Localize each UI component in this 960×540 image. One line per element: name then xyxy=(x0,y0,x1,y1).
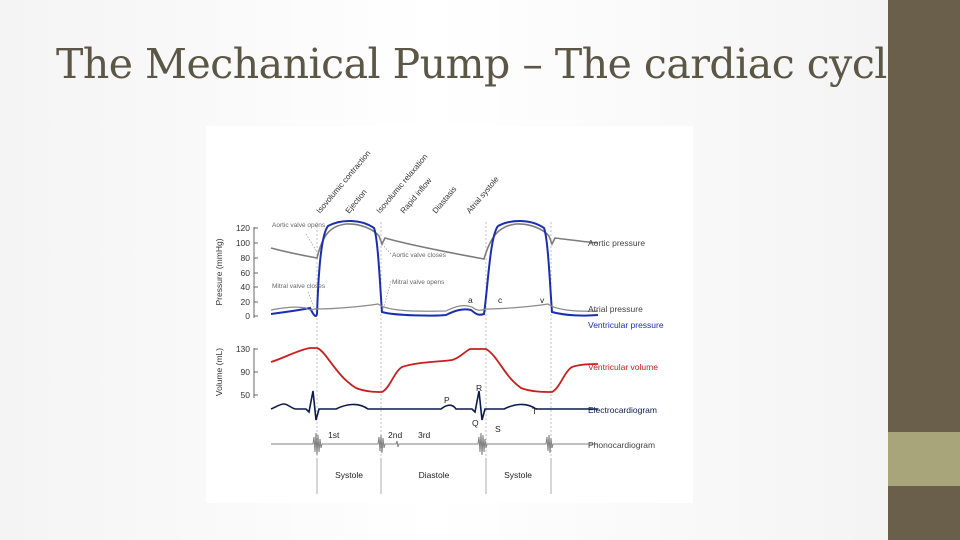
atrial-wave-a: a xyxy=(468,295,473,305)
label-ventricular-volume: Ventricular volume xyxy=(588,362,658,372)
volume-tick-90: 90 xyxy=(241,367,251,377)
mitral-valve-closes-label: Mitral valve closes xyxy=(272,283,326,290)
phase-ejection: Ejection xyxy=(344,188,369,216)
period-systole-2: Systole xyxy=(504,470,532,480)
period-systole-1: Systole xyxy=(335,470,363,480)
pressure-tick-20: 20 xyxy=(241,297,251,307)
phase-diastasis: Diastasis xyxy=(431,185,459,216)
volume-axis-label: Volume (mL) xyxy=(214,348,224,396)
side-accent-block xyxy=(888,432,960,486)
ecg-label-t: T xyxy=(532,406,537,416)
volume-axis: 130 90 50 Volume (mL) xyxy=(214,344,258,400)
atrial-wave-v: v xyxy=(540,295,545,305)
aortic-pressure-curve xyxy=(270,223,599,260)
heart-sound-1st: 1st xyxy=(328,430,340,440)
pressure-axis: 120 100 80 60 40 20 0 Pressure (mmHg) xyxy=(214,223,258,321)
heart-sound-3rd: 3rd xyxy=(418,430,431,440)
volume-tick-130: 130 xyxy=(236,344,250,354)
pressure-tick-120: 120 xyxy=(236,223,250,233)
atrial-pressure-curve xyxy=(270,303,599,312)
heart-sound-2nd: 2nd xyxy=(388,430,402,440)
atrial-wave-c: c xyxy=(498,295,503,305)
ecg-label-r: R xyxy=(476,383,482,393)
mitral-valve-opens-label: Mitral valve opens xyxy=(392,279,445,286)
pressure-tick-40: 40 xyxy=(241,282,251,292)
ecg-label-s: S xyxy=(495,424,501,434)
phonocardiogram-trace xyxy=(271,432,598,456)
volume-tick-50: 50 xyxy=(241,390,251,400)
pressure-tick-60: 60 xyxy=(241,268,251,278)
ecg-trace xyxy=(270,390,598,421)
ecg-label-p: P xyxy=(444,395,450,405)
ventricular-volume-curve xyxy=(270,347,599,393)
slide-title: The Mechanical Pump – The cardiac cycle xyxy=(56,40,911,88)
pressure-tick-0: 0 xyxy=(245,311,250,321)
cardiac-cycle-diagram: Isovolumic contraction Ejection Isovolum… xyxy=(206,126,693,503)
pressure-tick-80: 80 xyxy=(241,253,251,263)
pressure-tick-100: 100 xyxy=(236,238,250,248)
label-phonocardiogram: Phonocardiogram xyxy=(588,440,655,450)
ecg-label-q: Q xyxy=(472,418,479,428)
pressure-axis-label: Pressure (mmHg) xyxy=(214,238,224,305)
aortic-valve-closes-label: Aortic valve closes xyxy=(392,252,447,259)
aortic-valve-opens-label: Aortic valve opens xyxy=(272,222,326,229)
label-atrial-pressure: Atrial pressure xyxy=(588,304,643,314)
label-electrocardiogram: Electrocardiogram xyxy=(588,405,657,415)
phase-isovolumic-contraction: Isovolumic contraction xyxy=(315,149,373,215)
phase-atrial-systole: Atrial systole xyxy=(465,174,501,215)
period-diastole: Diastole xyxy=(419,470,450,480)
label-ventricular-pressure: Ventricular pressure xyxy=(588,320,664,330)
label-aortic-pressure: Aortic pressure xyxy=(588,238,645,248)
